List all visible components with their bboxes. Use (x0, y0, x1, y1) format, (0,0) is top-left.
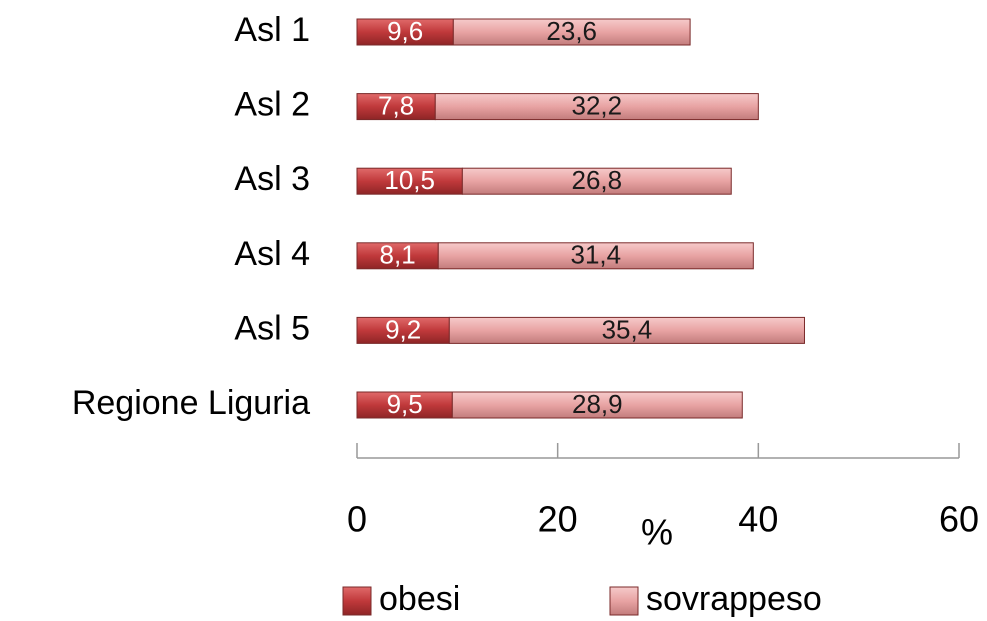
bar (448, 316, 805, 344)
legend-swatch (609, 586, 639, 616)
legend-label: obesi (379, 580, 460, 618)
data-label: 35,4 (602, 314, 653, 344)
data-label: 9,5 (387, 389, 423, 419)
bar (356, 93, 436, 121)
x-tick-label: 0 (347, 499, 367, 540)
data-label: 32,2 (571, 90, 622, 120)
x-tick-label: 40 (738, 499, 778, 540)
data-label: 10,5 (384, 165, 435, 195)
data-label: 8,1 (380, 240, 416, 270)
category-label: Asl 2 (234, 86, 310, 124)
x-axis-label: % (641, 512, 673, 553)
data-label: 31,4 (570, 240, 621, 270)
category-label: Asl 5 (234, 309, 310, 347)
category-label: Regione Liguria (72, 384, 310, 422)
bar (452, 18, 691, 46)
data-label: 7,8 (378, 90, 414, 120)
bar (356, 391, 453, 419)
x-tick-label: 20 (538, 499, 578, 540)
data-label: 23,6 (546, 16, 597, 46)
x-tick-label: 60 (939, 499, 979, 540)
category-label: Asl 4 (234, 235, 310, 273)
legend-swatch (342, 586, 372, 616)
bar (356, 167, 463, 195)
data-label: 9,2 (385, 314, 421, 344)
bar (451, 391, 743, 419)
bar (437, 242, 754, 270)
data-label: 26,8 (571, 165, 622, 195)
bar (461, 167, 732, 195)
legend-label: sovrappeso (646, 580, 822, 618)
category-label: Asl 1 (234, 11, 310, 49)
bar (356, 18, 454, 46)
bar (434, 93, 759, 121)
category-label: Asl 3 (234, 160, 310, 198)
data-label: 28,9 (572, 389, 623, 419)
data-label: 9,6 (387, 16, 423, 46)
bar (356, 316, 450, 344)
bar (356, 242, 439, 270)
